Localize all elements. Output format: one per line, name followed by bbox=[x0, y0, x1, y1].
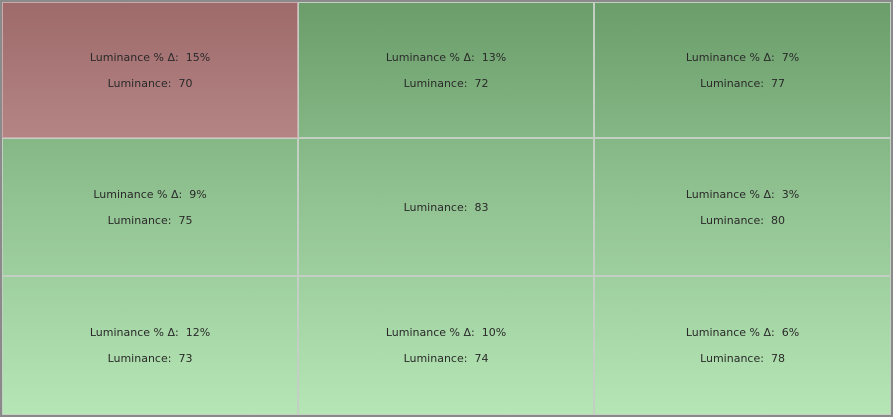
luminance-label: Luminance: 70 bbox=[107, 76, 193, 90]
delta-label: Luminance % Δ: 12% bbox=[89, 326, 211, 339]
delta-label: Luminance % Δ: 15% bbox=[89, 50, 211, 64]
delta-label: Luminance % Δ: 6% bbox=[685, 326, 800, 339]
luminance-label: Luminance: 78 bbox=[700, 352, 785, 365]
cell: Luminance % Δ: 15% Luminance: 70 bbox=[2, 2, 298, 138]
luminance-label: Luminance: 80 bbox=[700, 213, 785, 227]
luminance-label: Luminance: 74 bbox=[403, 352, 489, 365]
cell: Luminance % Δ: 12% Luminance: 73 bbox=[2, 276, 298, 415]
cell: Luminance % Δ: 6% Luminance: 78 bbox=[594, 276, 891, 415]
luminance-label: Luminance: 83 bbox=[403, 200, 489, 214]
delta-label: Luminance % Δ: 3% bbox=[685, 187, 800, 201]
luminance-label: Luminance: 73 bbox=[107, 352, 193, 365]
luminance-label: Luminance: 77 bbox=[700, 76, 785, 90]
delta-label: Luminance % Δ: 13% bbox=[385, 50, 507, 64]
cell: Luminance % Δ: 3% Luminance: 80 bbox=[594, 138, 891, 276]
delta-label: Luminance % Δ: 9% bbox=[93, 187, 207, 201]
cell: Luminance % Δ: 10% Luminance: 74 bbox=[298, 276, 594, 415]
delta-label: Luminance % Δ: 10% bbox=[385, 326, 507, 339]
luminance-label: Luminance: 72 bbox=[403, 76, 489, 90]
cell: Luminance % Δ: 13% Luminance: 72 bbox=[298, 2, 594, 138]
luminance-label: Luminance: 75 bbox=[107, 213, 193, 227]
cell: Luminance % Δ: 7% Luminance: 77 bbox=[594, 2, 891, 138]
cell: Luminance % Δ: 9% Luminance: 75 bbox=[2, 138, 298, 276]
delta-label: Luminance % Δ: 7% bbox=[685, 50, 800, 64]
cell: Luminance: 83 bbox=[298, 138, 594, 276]
